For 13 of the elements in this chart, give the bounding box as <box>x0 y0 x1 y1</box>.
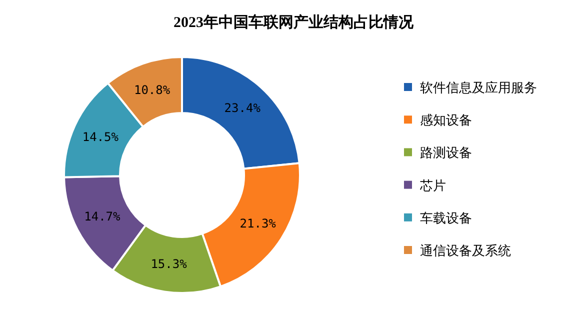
data-label: 14.5% <box>82 130 120 144</box>
legend-label: 车载设备 <box>420 210 472 226</box>
data-label: 10.8% <box>134 83 171 98</box>
legend-label: 通信设备及系统 <box>420 243 511 258</box>
legend-label: 芯片 <box>419 178 446 193</box>
data-label: 14.7% <box>84 210 122 224</box>
chart-title: 2023年中国车联网产业结构占比情况 <box>174 13 414 31</box>
legend-label: 路测设备 <box>420 145 472 160</box>
data-label: 21.3% <box>240 216 277 230</box>
legend-label: 软件信息及应用服务 <box>420 80 537 95</box>
data-label: 23.4% <box>224 101 262 116</box>
data-label: 15.3% <box>150 257 188 272</box>
legend-label: 感知设备 <box>420 112 472 128</box>
